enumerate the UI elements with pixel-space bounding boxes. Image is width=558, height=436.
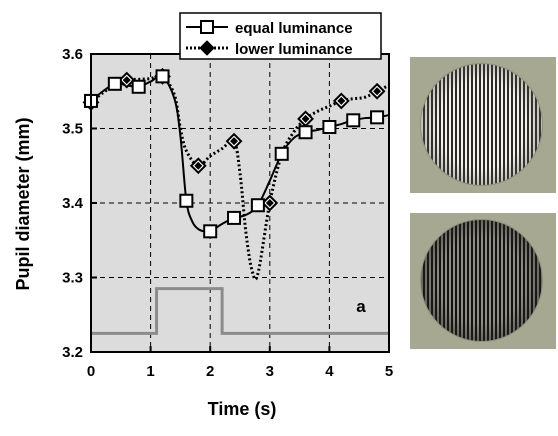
marker-square-equal-luminance xyxy=(131,79,146,94)
x-tick-label: 3 xyxy=(266,363,274,380)
stimulus-image-dark-grating xyxy=(410,213,556,349)
x-tick-label: 0 xyxy=(87,363,95,380)
diamond-marker-core xyxy=(301,114,310,123)
y-tick-label: 3.5 xyxy=(62,121,83,138)
marker-diamond-lower-luminance xyxy=(261,194,279,212)
stimulus-image-light-grating xyxy=(410,57,556,193)
diamond-marker-core xyxy=(265,199,274,207)
grid-lines xyxy=(91,54,389,352)
y-tick-label: 3.3 xyxy=(62,270,83,287)
y-axis-label: Pupil diameter (mm) xyxy=(13,117,33,290)
marker-square-equal-luminance xyxy=(155,69,170,84)
stimulus-timing-line xyxy=(91,287,389,335)
y-tick-label: 3.4 xyxy=(62,195,84,212)
series-layer xyxy=(82,67,390,335)
y-tick-label: 3.6 xyxy=(62,46,83,63)
tick-labels: 0 1 2 3 4 5 3.2 3.3 3.4 3.5 3.6 xyxy=(62,46,393,380)
axis-ticks xyxy=(90,53,390,353)
marker-square-equal-luminance xyxy=(298,125,313,140)
marker-square-equal-luminance xyxy=(322,120,337,135)
marker-diamond-lower-luminance xyxy=(118,71,136,89)
marker-square-equal-luminance xyxy=(346,113,361,128)
legend-swatch-lower-luminance xyxy=(186,40,228,56)
marker-square-equal-luminance xyxy=(203,224,218,239)
marker-square-equal-luminance xyxy=(274,146,289,161)
marker-square-equal-luminance xyxy=(227,210,242,225)
legend-label-equal-luminance: equal luminance xyxy=(235,20,353,37)
diamond-marker-core xyxy=(230,137,239,146)
legend: equal luminance lower luminance xyxy=(179,12,382,60)
legend-label-lower-luminance: lower luminance xyxy=(235,41,353,58)
marker-diamond-lower-luminance xyxy=(225,132,243,150)
marker-square-equal-luminance xyxy=(107,76,122,91)
x-tick-label: 4 xyxy=(325,363,334,380)
marker-square-equal-luminance xyxy=(370,110,385,125)
marker-square-equal-luminance xyxy=(179,193,194,208)
legend-swatch-equal-luminance xyxy=(186,20,228,34)
diamond-marker-core xyxy=(194,161,203,170)
grating-disc-dark-icon xyxy=(421,220,542,341)
x-tick-label: 5 xyxy=(385,363,393,380)
series-line-lower-luminance xyxy=(90,73,390,281)
grating-disc-light-icon xyxy=(421,64,542,185)
y-tick-label: 3.2 xyxy=(62,344,83,361)
diamond-marker-core xyxy=(122,76,131,85)
diamond-marker-core xyxy=(337,96,346,105)
x-tick-label: 1 xyxy=(146,363,154,380)
diamond-marker-core xyxy=(373,87,382,96)
panel-label: a xyxy=(356,297,366,316)
marker-diamond-lower-luminance xyxy=(368,82,386,100)
marker-diamond-lower-luminance xyxy=(332,92,350,110)
marker-diamond-lower-luminance xyxy=(189,157,207,175)
marker-square-equal-luminance xyxy=(250,198,265,213)
x-tick-label: 2 xyxy=(206,363,214,380)
x-axis-label: Time (s) xyxy=(208,399,277,419)
